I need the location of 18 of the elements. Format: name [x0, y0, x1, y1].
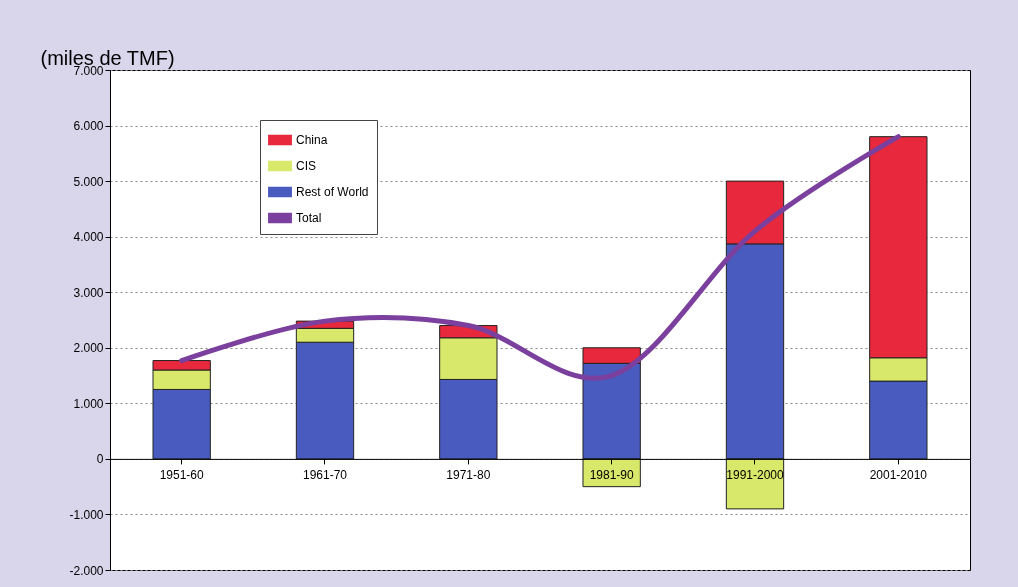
x-tick-label: 1971-80	[446, 468, 491, 483]
y-tick-label: -2.000	[69, 563, 104, 578]
legend-label: CIS	[296, 159, 317, 173]
legend-label: China	[296, 133, 328, 147]
y-tick-label: 3.000	[73, 285, 104, 300]
y-tick-label: 2.000	[73, 341, 104, 356]
x-tick-label: 1981-90	[589, 468, 635, 483]
x-tick-label: 1961-70	[302, 468, 348, 483]
y-tick-label: -1.000	[69, 507, 104, 522]
y-tick-label: 5.000	[73, 174, 104, 189]
x-tick-label: 2001-2010	[869, 468, 928, 483]
x-tick-label: 1951-60	[159, 468, 205, 483]
legend-label: Total	[296, 211, 322, 225]
legend-label: Rest of World	[296, 185, 369, 199]
y-tick-label: 1.000	[73, 396, 104, 411]
y-tick-label: 6.000	[73, 119, 104, 134]
y-tick-label: 0	[96, 452, 104, 467]
y-tick-label: 4.000	[73, 230, 104, 245]
